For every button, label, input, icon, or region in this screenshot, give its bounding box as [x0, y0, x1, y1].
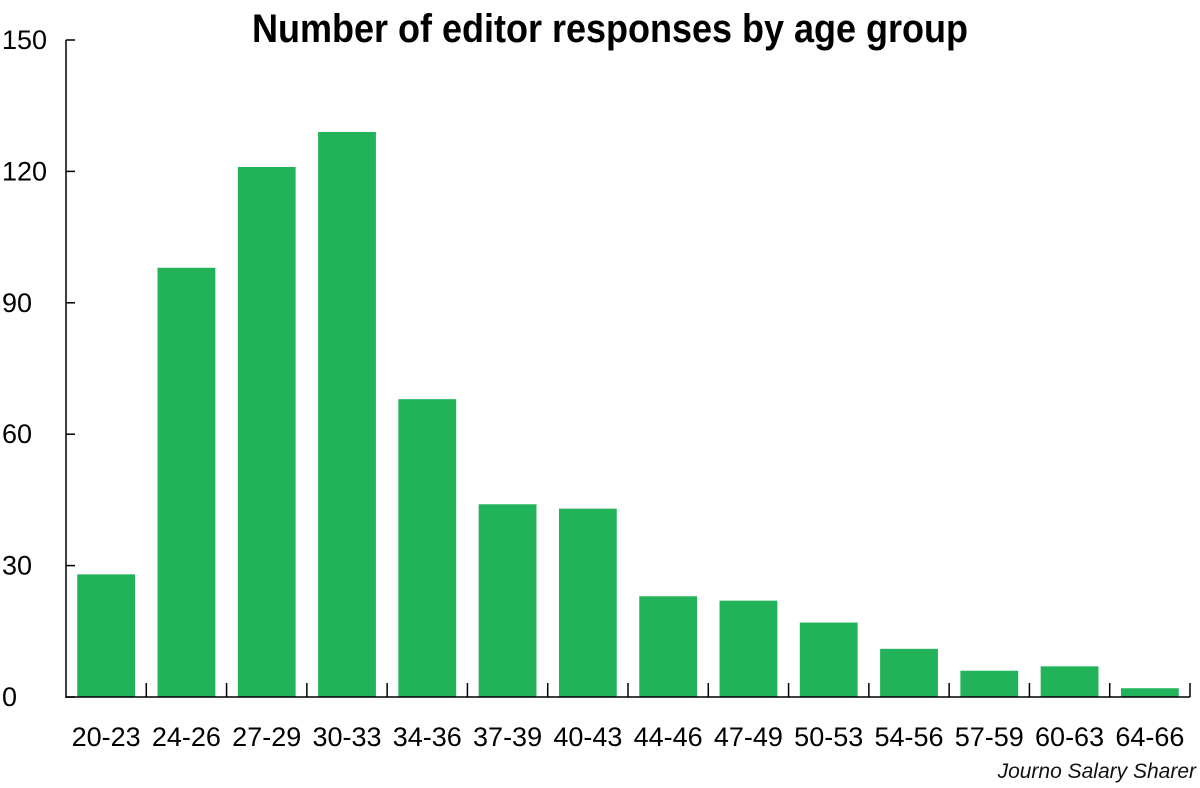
bar-57-59	[960, 670, 1019, 697]
y-tick-label: 60	[2, 419, 32, 449]
bar-64-66	[1120, 688, 1179, 697]
x-tick-label-37-39: 37-39	[473, 722, 542, 752]
bar-27-29	[237, 167, 296, 697]
x-tick-label-57-59: 57-59	[955, 722, 1024, 752]
y-tick-label: 30	[2, 551, 32, 581]
y-tick-label: 120	[2, 156, 47, 186]
bar-37-39	[478, 504, 537, 697]
bar-20-23	[77, 574, 136, 697]
bar-50-53	[799, 622, 858, 697]
x-tick-label-64-66: 64-66	[1115, 722, 1184, 752]
x-tick-label-20-23: 20-23	[72, 722, 141, 752]
bar-60-63	[1040, 666, 1099, 697]
x-tick-label-60-63: 60-63	[1035, 722, 1104, 752]
y-axis-ticks: 0 30 60 90 120 150	[2, 25, 75, 712]
y-tick-label: 90	[2, 288, 32, 318]
bar-47-49	[719, 600, 778, 697]
bar-40-43	[558, 508, 617, 697]
axes	[65, 40, 1190, 698]
x-tick-label-30-33: 30-33	[312, 722, 381, 752]
y-tick-label: 150	[2, 25, 47, 55]
x-tick-label-54-56: 54-56	[874, 722, 943, 752]
x-tick-label-50-53: 50-53	[794, 722, 863, 752]
source-note: Journo Salary Sharer	[997, 760, 1197, 783]
bars	[77, 131, 1179, 698]
bar-34-36	[398, 399, 457, 697]
x-tick-label-40-43: 40-43	[553, 722, 622, 752]
x-tick-label-24-26: 24-26	[152, 722, 221, 752]
x-tick-label-47-49: 47-49	[714, 722, 783, 752]
x-tick-label-44-46: 44-46	[634, 722, 703, 752]
bar-44-46	[639, 596, 698, 697]
x-tick-label-27-29: 27-29	[232, 722, 301, 752]
bar-30-33	[318, 131, 376, 698]
y-tick-label: 0	[2, 682, 17, 712]
x-tick-label-34-36: 34-36	[393, 722, 462, 752]
x-axis-ticks: 20-23 24-26 27-29 30-33 34-36 37-39 40-43 44-46…	[72, 683, 1191, 752]
bar-24-26	[157, 267, 216, 697]
bar-54-56	[880, 648, 938, 697]
chart-title: Number of editor responses by age group	[252, 7, 968, 51]
